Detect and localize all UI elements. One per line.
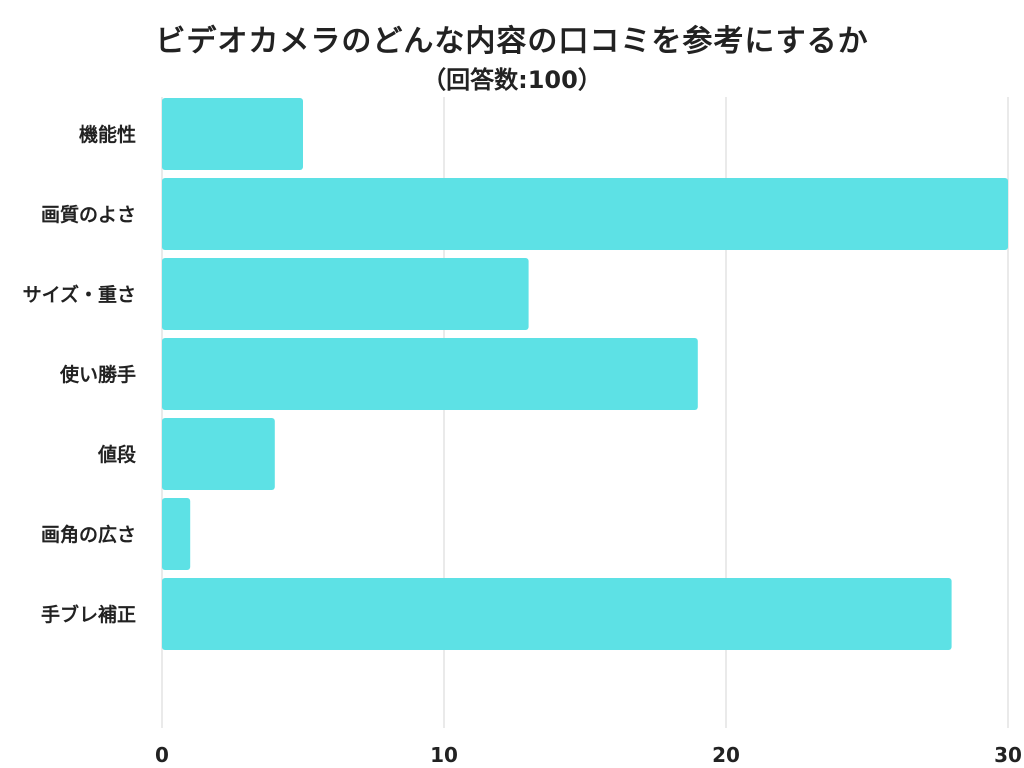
category-label: サイズ・重さ <box>23 283 136 306</box>
x-tick-label: 30 <box>994 743 1022 767</box>
category-label: 値段 <box>97 443 137 466</box>
bar-4 <box>162 338 698 410</box>
category-label: 手ブレ補正 <box>41 603 136 626</box>
x-tick-label: 20 <box>712 743 740 767</box>
category-label: 画角の広さ <box>41 523 136 546</box>
category-label: 画質のよさ <box>41 203 136 226</box>
bar-1 <box>162 98 303 170</box>
bar-3 <box>162 258 529 330</box>
x-tick-label: 10 <box>430 743 458 767</box>
chart-subtitle: （回答数:100） <box>422 66 602 94</box>
category-label: 機能性 <box>79 123 136 146</box>
category-label: 使い勝手 <box>59 363 136 386</box>
x-tick-label: 0 <box>155 743 169 767</box>
bar-6 <box>162 498 191 570</box>
chart-title: ビデオカメラのどんな内容の口コミを参考にするか <box>155 24 869 59</box>
bar-5 <box>162 418 275 490</box>
bar-7 <box>162 578 952 650</box>
bar-2 <box>162 178 1008 250</box>
